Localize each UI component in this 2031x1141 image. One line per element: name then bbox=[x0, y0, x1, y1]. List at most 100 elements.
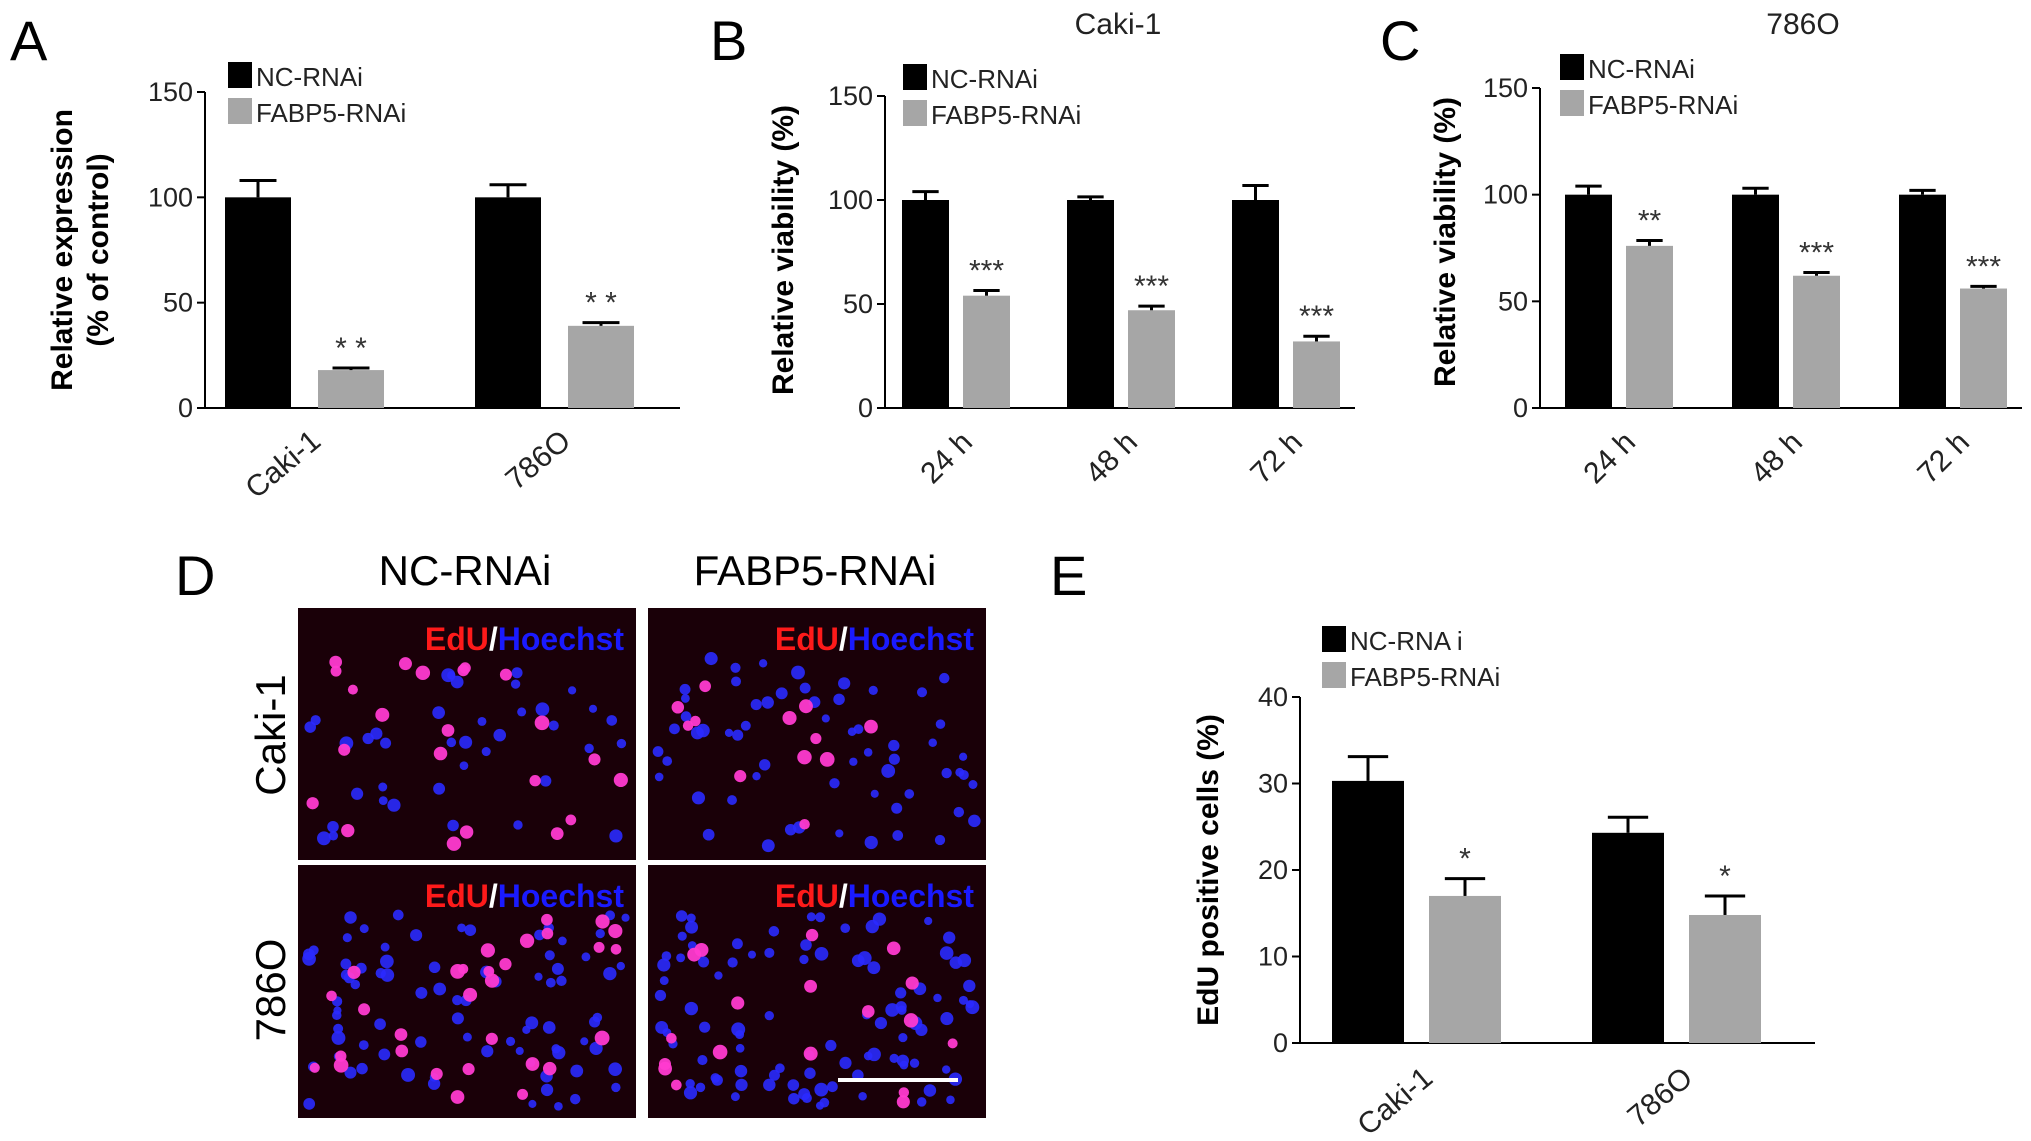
edu-nucleus bbox=[450, 1090, 465, 1104]
category-label: 24 h bbox=[914, 426, 979, 491]
hoechst-nucleus bbox=[730, 1092, 740, 1102]
hoechst-nucleus bbox=[654, 989, 667, 1002]
edu-nucleus bbox=[886, 941, 901, 956]
edu-nucleus bbox=[864, 719, 878, 734]
hoechst-nucleus bbox=[833, 693, 845, 706]
chart-a: 0 50 100 150 Relative expression (% of contro… bbox=[46, 62, 680, 505]
hoechst-nucleus bbox=[768, 1069, 780, 1081]
bar bbox=[1689, 914, 1761, 1043]
hoechst-nucleus bbox=[935, 719, 946, 729]
bar bbox=[1899, 194, 1946, 408]
hoechst-nucleus bbox=[829, 778, 840, 789]
legend-label: NC-RNAi bbox=[931, 64, 1038, 94]
hoechst-nucleus bbox=[788, 1092, 800, 1105]
hoechst-nucleus bbox=[446, 737, 457, 748]
bar bbox=[475, 197, 541, 408]
micrograph-image: EdU/Hoechst bbox=[648, 865, 986, 1118]
hoechst-nucleus bbox=[450, 675, 464, 689]
micrograph-header-fabp5: FABP5-RNAi bbox=[694, 547, 937, 594]
edu-nucleus bbox=[338, 743, 351, 756]
edu-nucleus bbox=[326, 990, 337, 1002]
hoechst-nucleus bbox=[800, 939, 812, 951]
hoechst-nucleus bbox=[451, 1012, 464, 1025]
edu-nucleus bbox=[306, 797, 319, 810]
bar bbox=[963, 295, 1010, 408]
bar bbox=[568, 325, 634, 408]
hoechst-nucleus bbox=[609, 829, 623, 843]
hoechst-nucleus bbox=[888, 753, 900, 765]
hoechst-nucleus bbox=[540, 775, 552, 787]
hoechst-nucleus bbox=[815, 912, 826, 923]
legend-swatch bbox=[228, 62, 252, 88]
bar bbox=[1793, 275, 1840, 408]
stain-label-hoechst: Hoechst bbox=[498, 878, 625, 914]
hoechst-nucleus bbox=[432, 706, 445, 719]
significance-mark: *** bbox=[1299, 300, 1334, 333]
hoechst-nucleus bbox=[603, 966, 617, 981]
hoechst-nucleus bbox=[750, 699, 762, 711]
stain-label-separator: / bbox=[839, 621, 848, 657]
hoechst-nucleus bbox=[588, 704, 598, 713]
stain-label-edu: EdU bbox=[425, 621, 489, 657]
hoechst-nucleus bbox=[606, 715, 618, 726]
hoechst-nucleus bbox=[825, 1039, 837, 1052]
chart-c: 0 50 100 150 Relative viability (%) 786O ** 24 … bbox=[1429, 8, 2022, 490]
hoechst-nucleus bbox=[799, 682, 811, 694]
hoechst-nucleus bbox=[853, 724, 864, 735]
y-tick-label: 40 bbox=[1258, 682, 1288, 712]
hoechst-nucleus bbox=[759, 759, 771, 771]
hoechst-nucleus bbox=[378, 1048, 391, 1061]
y-axis-title: Relative viability (%) bbox=[1429, 97, 1462, 387]
hoechst-nucleus bbox=[515, 1046, 524, 1056]
hoechst-nucleus bbox=[806, 912, 816, 922]
hoechst-nucleus bbox=[895, 987, 907, 999]
hoechst-nucleus bbox=[963, 979, 976, 993]
hoechst-nucleus bbox=[344, 1066, 357, 1079]
hoechst-nucleus bbox=[608, 1062, 622, 1076]
hoechst-nucleus bbox=[447, 819, 459, 832]
micrograph-image: EdU/Hoechst bbox=[648, 608, 986, 860]
significance-mark: *** bbox=[1799, 237, 1834, 270]
hoechst-nucleus bbox=[768, 926, 780, 937]
hoechst-nucleus bbox=[464, 924, 477, 936]
hoechst-nucleus bbox=[535, 702, 550, 717]
hoechst-nucleus bbox=[826, 1081, 838, 1093]
hoechst-nucleus bbox=[697, 1055, 708, 1066]
edu-nucleus bbox=[441, 724, 455, 737]
edu-nucleus bbox=[457, 664, 470, 677]
hoechst-nucleus bbox=[358, 1040, 369, 1050]
y-tick-label: 0 bbox=[1273, 1028, 1288, 1058]
edu-nucleus bbox=[712, 1044, 728, 1060]
bar bbox=[1128, 310, 1175, 408]
hoechst-nucleus bbox=[328, 831, 339, 841]
edu-nucleus bbox=[799, 699, 813, 714]
edu-nucleus bbox=[804, 979, 818, 993]
hoechst-nucleus bbox=[968, 814, 981, 828]
hoechst-nucleus bbox=[801, 1093, 812, 1104]
hoechst-nucleus bbox=[342, 933, 352, 943]
micrograph-panel: NC-RNAi FABP5-RNAi Caki-1 786O EdU/Hoech… bbox=[247, 547, 986, 1118]
edu-nucleus bbox=[333, 1058, 349, 1073]
hoechst-nucleus bbox=[589, 1016, 601, 1028]
edu-nucleus bbox=[329, 655, 343, 669]
hoechst-nucleus bbox=[493, 728, 507, 742]
hoechst-nucleus bbox=[863, 748, 873, 757]
edu-nucleus bbox=[499, 668, 512, 681]
legend-label: NC-RNAi bbox=[256, 62, 363, 92]
hoechst-nucleus bbox=[303, 1097, 316, 1110]
micrograph-background bbox=[648, 865, 986, 1118]
edu-nucleus bbox=[593, 941, 605, 953]
edu-nucleus bbox=[433, 746, 448, 761]
hoechst-nucleus bbox=[747, 950, 757, 959]
hoechst-nucleus bbox=[727, 795, 737, 805]
y-tick-label: 150 bbox=[1483, 73, 1528, 103]
edu-nucleus bbox=[347, 965, 361, 979]
stain-label-edu: EdU bbox=[425, 878, 489, 914]
hoechst-nucleus bbox=[380, 954, 394, 969]
y-tick-label: 100 bbox=[828, 185, 873, 215]
hoechst-nucleus bbox=[923, 1084, 937, 1097]
edu-nucleus bbox=[690, 715, 701, 727]
hoechst-nucleus bbox=[359, 924, 369, 934]
hoechst-nucleus bbox=[659, 976, 669, 986]
